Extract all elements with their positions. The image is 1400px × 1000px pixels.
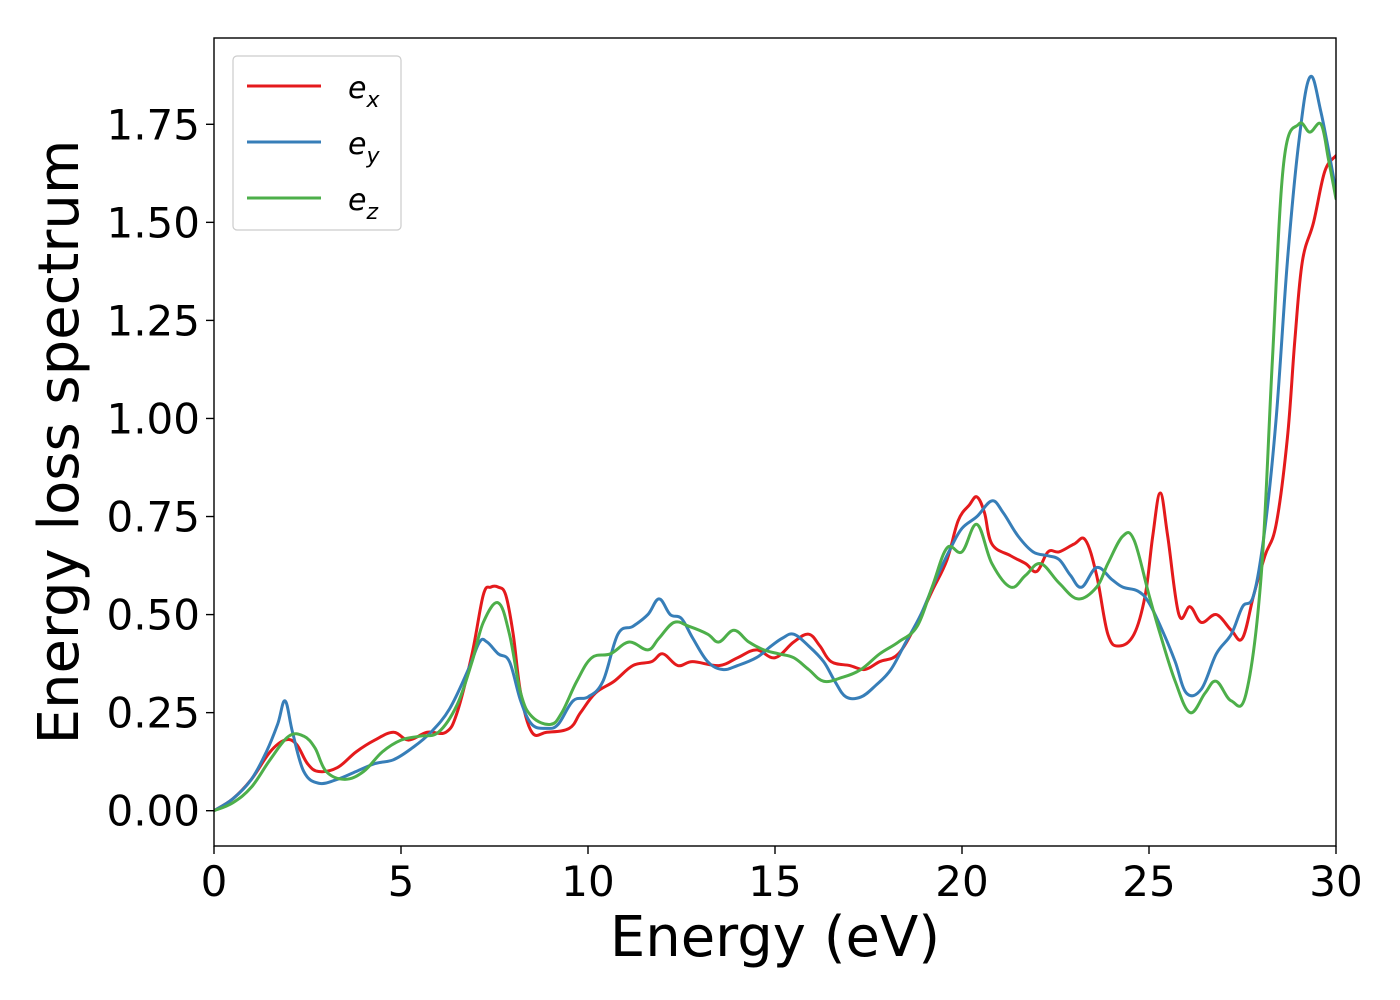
- y-tick-label: 0.75: [106, 493, 200, 542]
- series-layer: [214, 74, 1336, 813]
- y-axis: 0.00 0.25 0.50 0.75 1.00 1.25 1.50 1.75: [106, 100, 214, 836]
- y-tick-label: 1.00: [106, 394, 200, 443]
- x-tick-label: 5: [388, 857, 415, 906]
- y-tick-label: 0.00: [106, 787, 200, 836]
- x-tick-label: 15: [748, 857, 801, 906]
- series-line-e-z: [214, 121, 1336, 813]
- y-axis-title: Energy loss spectrum: [27, 140, 92, 745]
- legend-label: ey: [348, 127, 380, 169]
- x-tick-label: 20: [935, 857, 988, 906]
- x-axis: 0 5 10 15 20 25 30: [201, 846, 1363, 906]
- series-line-e-x: [214, 154, 1336, 813]
- y-tick-label: 1.75: [106, 100, 200, 149]
- series-line-e-y: [214, 74, 1336, 813]
- x-tick-label: 0: [201, 857, 228, 906]
- x-axis-title: Energy (eV): [610, 905, 940, 970]
- y-tick-label: 0.25: [106, 689, 200, 738]
- x-tick-label: 25: [1122, 857, 1175, 906]
- legend-label: ez: [348, 183, 378, 225]
- x-tick-label: 30: [1309, 857, 1362, 906]
- y-tick-label: 0.50: [106, 591, 200, 640]
- legend-label: ex: [348, 71, 380, 113]
- x-tick-label: 10: [561, 857, 614, 906]
- legend: ex ey ez: [232, 55, 402, 231]
- y-tick-label: 1.50: [106, 198, 200, 247]
- y-tick-label: 1.25: [106, 296, 200, 345]
